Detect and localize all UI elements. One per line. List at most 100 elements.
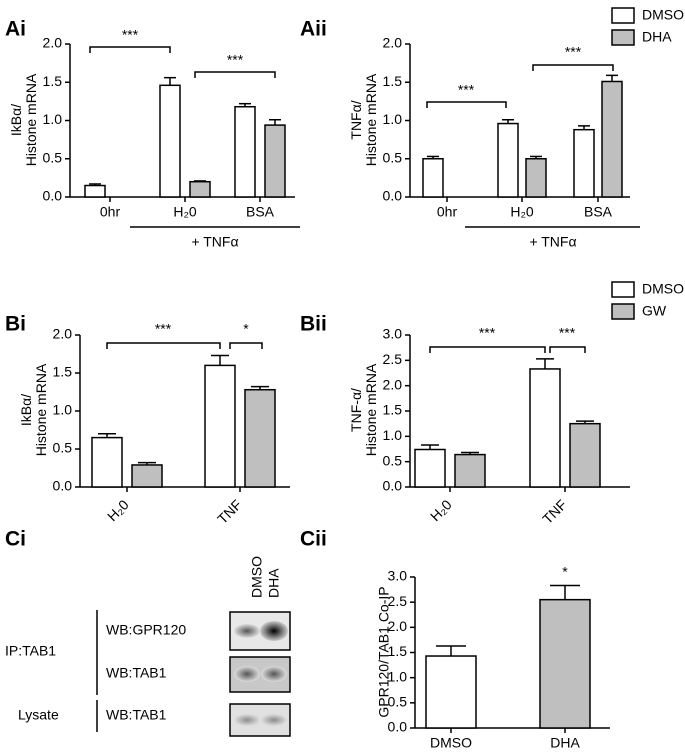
x-tick-label: BSA [584, 204, 613, 220]
significance-bracket [89, 46, 171, 53]
significance-bracket [549, 346, 586, 353]
legend-label: GW [642, 303, 667, 319]
bar [601, 80, 623, 198]
significance-bracket [194, 71, 276, 78]
group-label: + TNFα [191, 234, 238, 250]
bar [234, 105, 256, 198]
legend-swatch [611, 7, 635, 24]
bar [264, 124, 286, 198]
significance-label: *** [227, 52, 244, 68]
panel-label: Ai [5, 18, 26, 41]
bar [204, 364, 236, 488]
y-axis-label: TNF-α/ [348, 388, 364, 432]
bar [244, 388, 276, 488]
ip-label: IP:TAB1 [5, 643, 56, 659]
panel-label: Bi [5, 313, 26, 336]
y-tick-label: 1.5 [43, 73, 63, 89]
significance-bracket [429, 346, 546, 353]
panel-label: Ci [5, 528, 26, 551]
y-tick-label: 2.5 [383, 351, 403, 367]
y-axis-label: GPR120/TAB1 Co-IP [376, 586, 392, 717]
x-tick-label: TNF [539, 496, 570, 527]
bar [189, 180, 211, 198]
y-tick-label: 3.0 [383, 326, 403, 342]
significance-label: *** [155, 321, 172, 337]
x-tick-label: 0hr [437, 204, 458, 220]
y-tick-label: 2.0 [43, 35, 63, 51]
y-tick-label: 0.0 [43, 188, 63, 204]
y-tick-label: 1.0 [383, 111, 403, 127]
y-axis-label: IkBα/ [8, 104, 24, 136]
significance-label: *** [122, 27, 139, 43]
y-axis-label: Histone mRNA [23, 73, 39, 166]
y-tick-label: 1.0 [53, 402, 73, 418]
significance-label: * [562, 564, 568, 580]
bar [573, 128, 595, 198]
lane-label: DMSO [249, 556, 265, 598]
bar [425, 655, 477, 729]
significance-label: *** [559, 325, 576, 341]
band [261, 666, 287, 682]
lysate-label: Lysate [18, 707, 59, 723]
significance-label: * [243, 321, 249, 337]
y-tick-label: 0.0 [53, 478, 73, 494]
bar [525, 158, 547, 198]
significance-label: *** [479, 325, 496, 341]
band [234, 666, 260, 682]
y-tick-label: 1.0 [383, 427, 403, 443]
y-tick-label: 0.0 [388, 719, 408, 735]
bar [159, 84, 181, 198]
panel-label: Cii [300, 528, 327, 551]
legend-swatch [611, 303, 635, 320]
legend-label: DMSO [642, 281, 684, 297]
x-tick-label: DHA [550, 735, 580, 751]
y-axis-label: TNFα/ [348, 100, 364, 139]
band [234, 714, 260, 726]
bar [569, 422, 601, 488]
legend-swatch [611, 281, 635, 298]
y-tick-label: 1.0 [43, 111, 63, 127]
bar [497, 122, 519, 198]
band [261, 714, 287, 726]
lane-label: DHA [266, 568, 282, 598]
significance-bracket [532, 64, 614, 71]
legend-label: DHA [642, 29, 672, 45]
significance-bracket [106, 342, 221, 349]
x-tick-label: H₂0 [510, 204, 534, 220]
y-tick-label: 0.5 [383, 149, 403, 165]
y-tick-label: 0.5 [43, 149, 63, 165]
x-tick-label: H₂0 [427, 496, 455, 524]
wb-label: WB:TAB1 [106, 665, 167, 681]
bar [529, 368, 561, 488]
y-tick-label: 1.5 [53, 364, 73, 380]
y-tick-label: 1.5 [383, 73, 403, 89]
y-tick-label: 0.0 [383, 188, 403, 204]
y-tick-label: 0.5 [53, 440, 73, 456]
group-label: + TNFα [529, 234, 576, 250]
y-axis-label: Histone mRNA [33, 363, 49, 456]
wb-label: WB:TAB1 [106, 707, 167, 723]
x-tick-label: BSA [246, 204, 275, 220]
y-tick-label: 0.5 [383, 452, 403, 468]
y-axis-label: Histone mRNA [363, 73, 379, 166]
significance-label: *** [458, 82, 475, 98]
significance-bracket [426, 101, 507, 108]
bar [131, 464, 163, 488]
y-tick-label: 2.0 [383, 35, 403, 51]
y-tick-label: 3.0 [388, 568, 408, 584]
y-tick-label: 1.5 [383, 402, 403, 418]
significance-label: *** [565, 44, 582, 60]
bar [91, 436, 123, 488]
bar [539, 598, 591, 729]
y-tick-label: 2.0 [388, 618, 408, 634]
x-tick-label: H₂0 [104, 496, 132, 524]
panel-label: Bii [300, 313, 327, 336]
y-tick-label: 2.0 [53, 326, 73, 342]
bar [454, 453, 486, 488]
significance-bracket [229, 342, 263, 349]
y-axis-label: IkBα/ [18, 394, 34, 426]
legend-swatch [611, 29, 635, 46]
y-tick-label: 2.0 [383, 376, 403, 392]
y-axis-label: Histone mRNA [363, 363, 379, 456]
